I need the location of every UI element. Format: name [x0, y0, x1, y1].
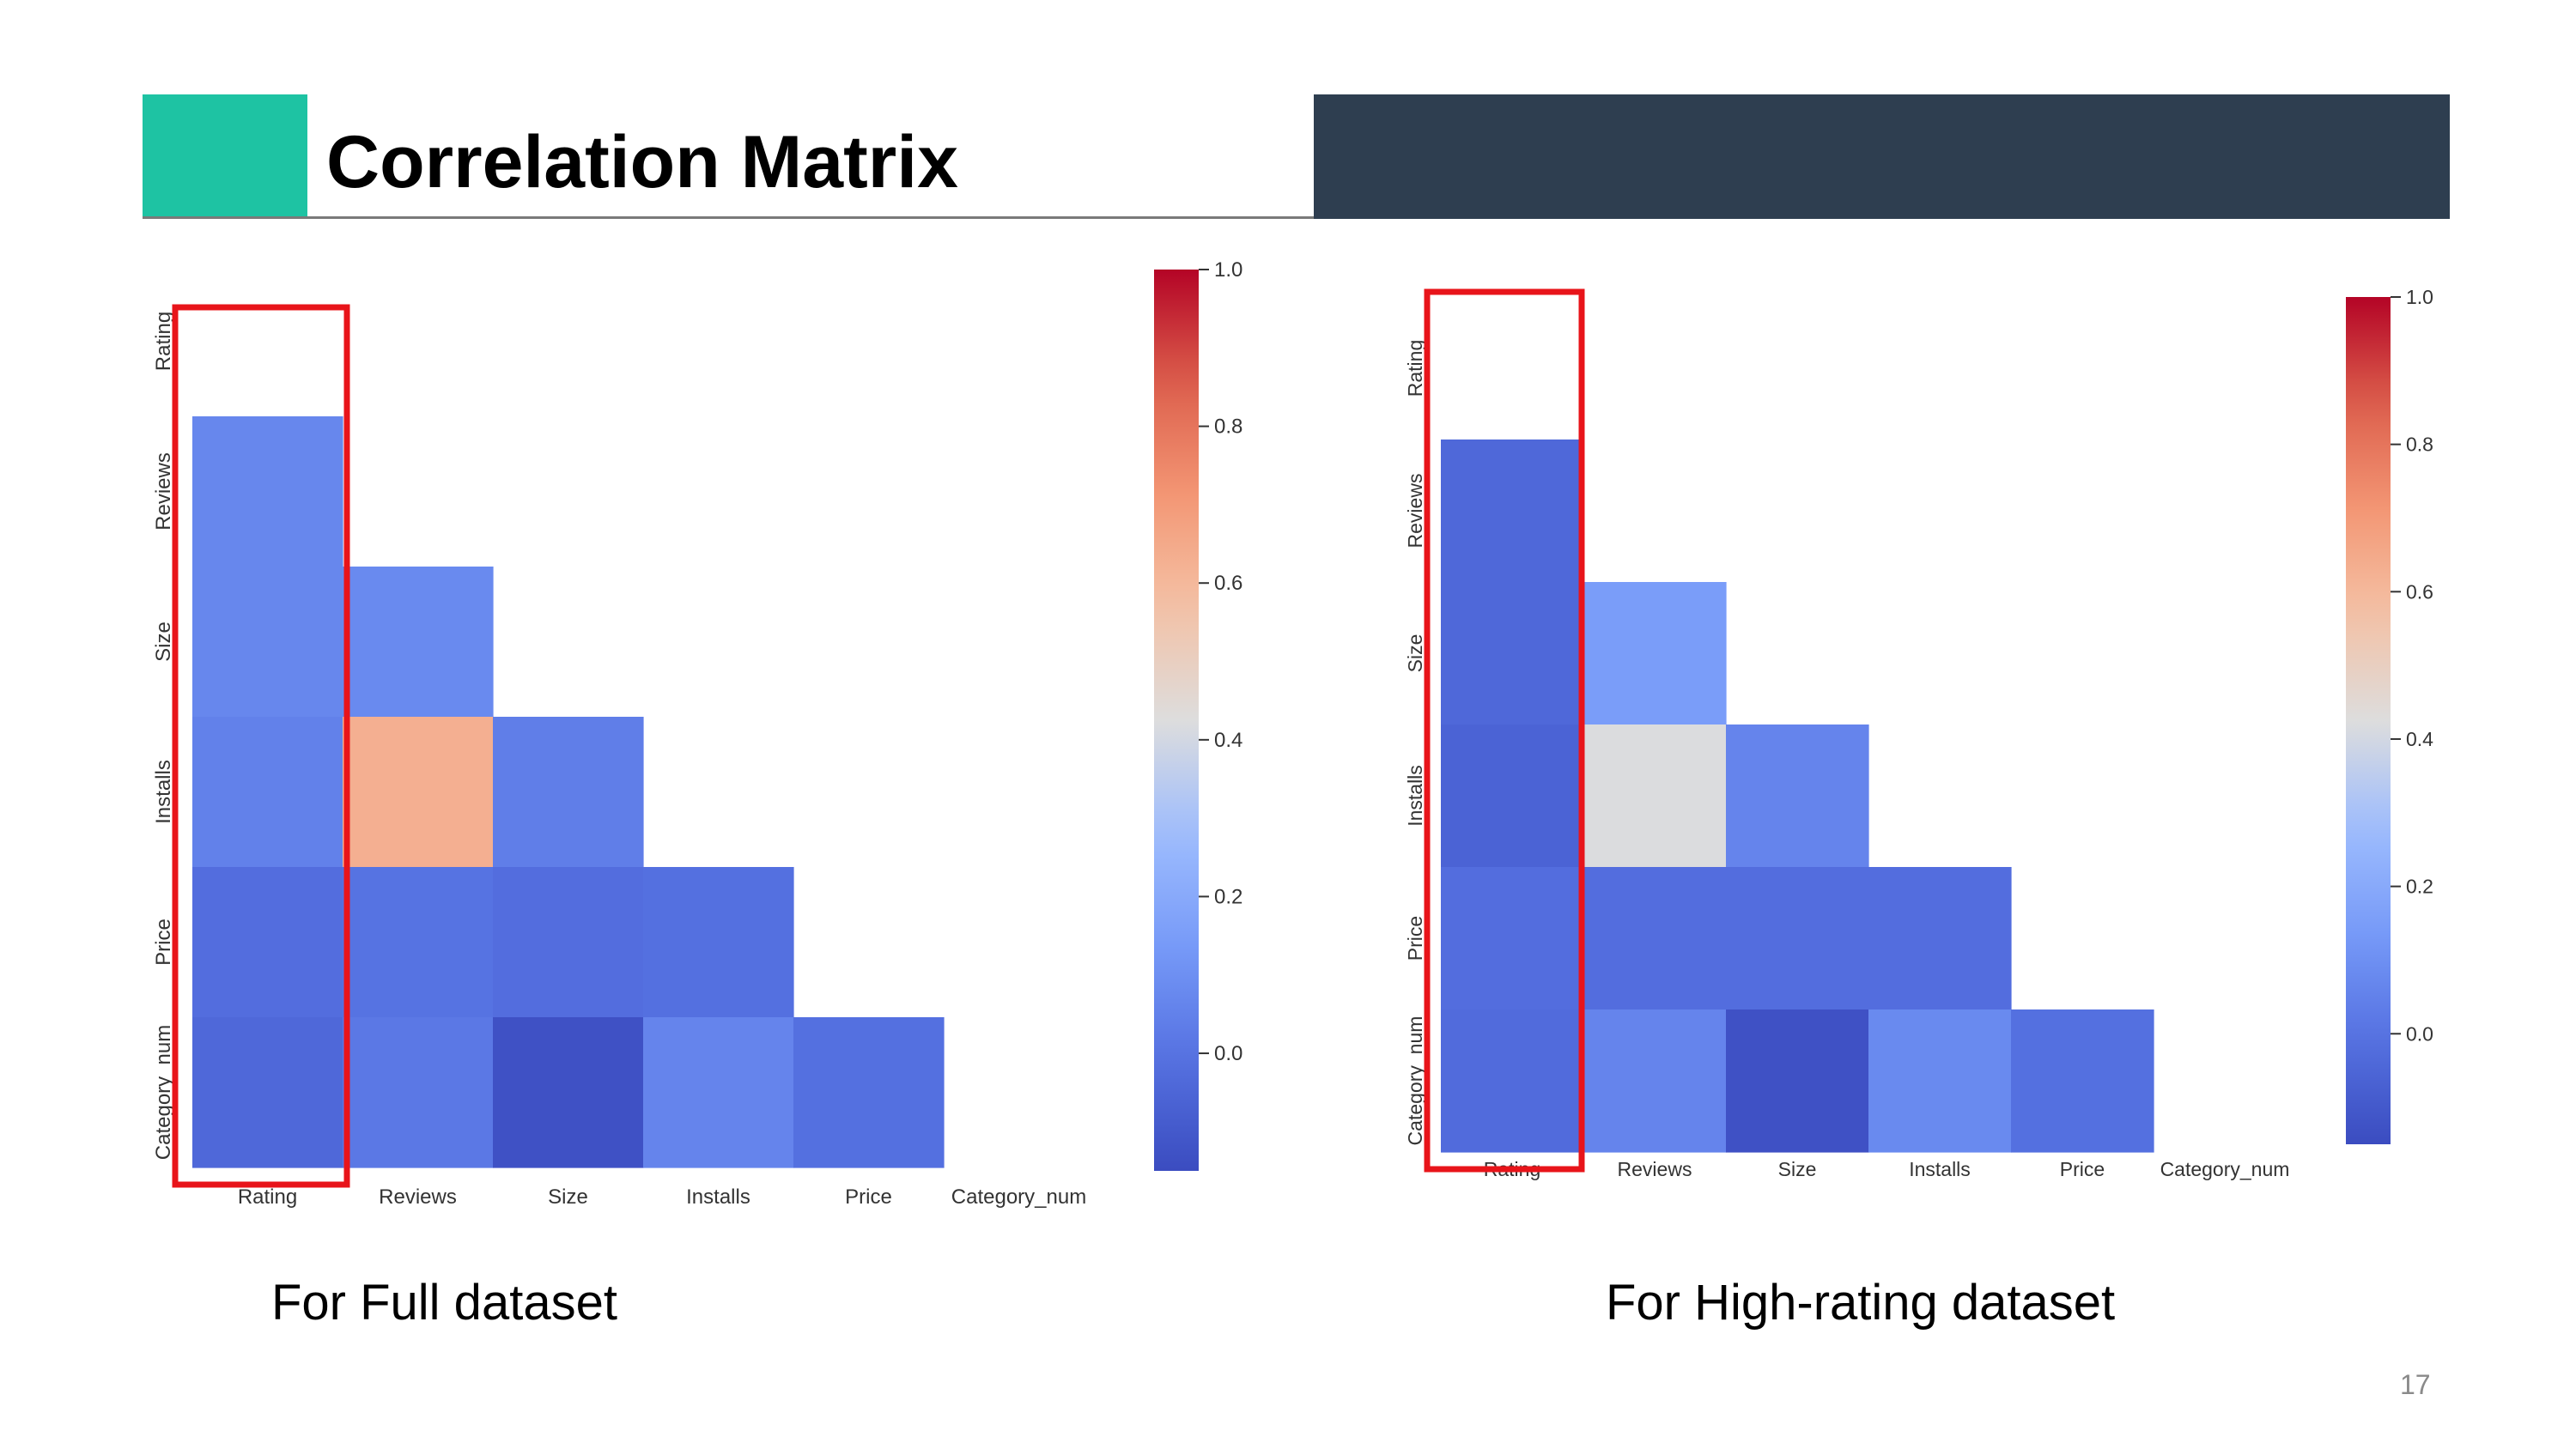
y-tick-label-Category_num: Category_num [1404, 1016, 1426, 1146]
heatmap-cell-Category_num-Reviews [1583, 1009, 1727, 1153]
colorbar-tick-label-0.2: 0.2 [1214, 885, 1242, 908]
title-dark-bar [1314, 94, 2450, 219]
y-tick-label-Installs: Installs [1404, 765, 1426, 827]
heatmap-cell-Size-Reviews [1583, 582, 1727, 725]
heatmap-cell-Category_num-Reviews [343, 1017, 494, 1168]
heatmap-cell-Price-Installs [643, 867, 794, 1018]
heatmap-cell-Price-Rating [192, 867, 343, 1018]
title-underline [143, 216, 1314, 219]
x-tick-label-Installs: Installs [1909, 1158, 1971, 1180]
x-tick-label-Reviews: Reviews [1618, 1158, 1692, 1180]
heatmap-cell-Category_num-Installs [643, 1017, 794, 1168]
colorbar-tick-label-0.0: 0.0 [2406, 1022, 2433, 1045]
colorbar-tick-label-0.2: 0.2 [2406, 876, 2433, 898]
heatmap-cell-Price-Size [1726, 867, 1869, 1010]
x-tick-label-Price: Price [2060, 1158, 2105, 1180]
heatmap-cell-Category_num-Size [1726, 1009, 1869, 1153]
colorbar-tick-label-0.0: 0.0 [1214, 1042, 1242, 1065]
heatmap-cell-Size-Rating [1441, 582, 1584, 725]
colorbar [1154, 270, 1199, 1171]
heatmap-cell-Category_num-Rating [192, 1017, 343, 1168]
heatmap-cell-Installs-Rating [192, 717, 343, 868]
title-accent-block [143, 94, 307, 219]
rating-column-highlight [172, 304, 350, 1188]
y-tick-label-Category_num: Category_num [152, 1025, 175, 1160]
caption-full-dataset: For Full dataset [271, 1275, 617, 1331]
heatmap-cell-Price-Installs [1868, 867, 2012, 1010]
heatmap-cell-Category_num-Installs [1868, 1009, 2012, 1153]
page-number: 17 [2400, 1369, 2431, 1400]
heatmap-cell-Price-Reviews [1583, 867, 1727, 1010]
x-tick-label-Price: Price [845, 1185, 892, 1209]
y-tick-label-Price: Price [152, 919, 175, 966]
heatmap-cell-Category_num-Size [493, 1017, 644, 1168]
colorbar-tick-label-0.6: 0.6 [1214, 572, 1242, 595]
heatmap-cell-Reviews-Rating [192, 416, 343, 567]
x-tick-label-Category_num: Category_num [951, 1185, 1086, 1209]
heatmap-cell-Installs-Size [1726, 724, 1869, 868]
heatmap-cell-Category_num-Rating [1441, 1009, 1584, 1153]
heatmap-cell-Price-Size [493, 867, 644, 1018]
y-tick-label-Rating: Rating [1404, 340, 1426, 397]
caption-high-rating-dataset: For High-rating dataset [1606, 1275, 2116, 1331]
rating-column-highlight [1424, 288, 1585, 1173]
x-tick-label-Size: Size [548, 1185, 588, 1209]
colorbar-tick-label-1.0: 1.0 [1214, 258, 1242, 282]
colorbar [2346, 297, 2391, 1144]
y-tick-label-Reviews: Reviews [1404, 474, 1426, 549]
colorbar-tick-label-0.6: 0.6 [2406, 580, 2433, 603]
colorbar-tick-label-1.0: 1.0 [2406, 286, 2433, 308]
heatmap-cell-Price-Rating [1441, 867, 1584, 1010]
y-tick-label-Reviews: Reviews [152, 452, 175, 530]
heatmap-cell-Installs-Reviews [1583, 724, 1727, 868]
heatmap-cell-Reviews-Rating [1441, 440, 1584, 583]
y-tick-label-Price: Price [1404, 916, 1426, 961]
y-tick-label-Size: Size [152, 621, 175, 662]
x-tick-label-Installs: Installs [686, 1185, 750, 1209]
colorbar-tick-label-0.4: 0.4 [2406, 728, 2433, 750]
y-tick-label-Installs: Installs [152, 760, 175, 824]
colorbar-tick-label-0.4: 0.4 [1214, 729, 1242, 752]
slide-title: Correlation Matrix [326, 121, 958, 203]
y-tick-label-Rating: Rating [152, 312, 175, 371]
colorbar-tick-label-0.8: 0.8 [1214, 415, 1242, 439]
y-tick-label-Size: Size [1404, 634, 1426, 673]
heatmap-cell-Category_num-Price [793, 1017, 945, 1168]
heatmap-cell-Size-Rating [192, 567, 343, 718]
heatmap-cell-Category_num-Price [2011, 1009, 2154, 1153]
heatmap-cell-Installs-Rating [1441, 724, 1584, 868]
x-tick-label-Size: Size [1778, 1158, 1817, 1180]
x-tick-label-Category_num: Category_num [2160, 1158, 2290, 1180]
heatmap-cell-Installs-Reviews [343, 717, 494, 868]
heatmap-cell-Price-Reviews [343, 867, 494, 1018]
x-tick-label-Rating: Rating [238, 1185, 297, 1209]
x-tick-label-Reviews: Reviews [379, 1185, 457, 1209]
colorbar-tick-label-0.8: 0.8 [2406, 433, 2433, 456]
heatmap-cell-Installs-Size [493, 717, 644, 868]
heatmap-cell-Size-Reviews [343, 567, 494, 718]
